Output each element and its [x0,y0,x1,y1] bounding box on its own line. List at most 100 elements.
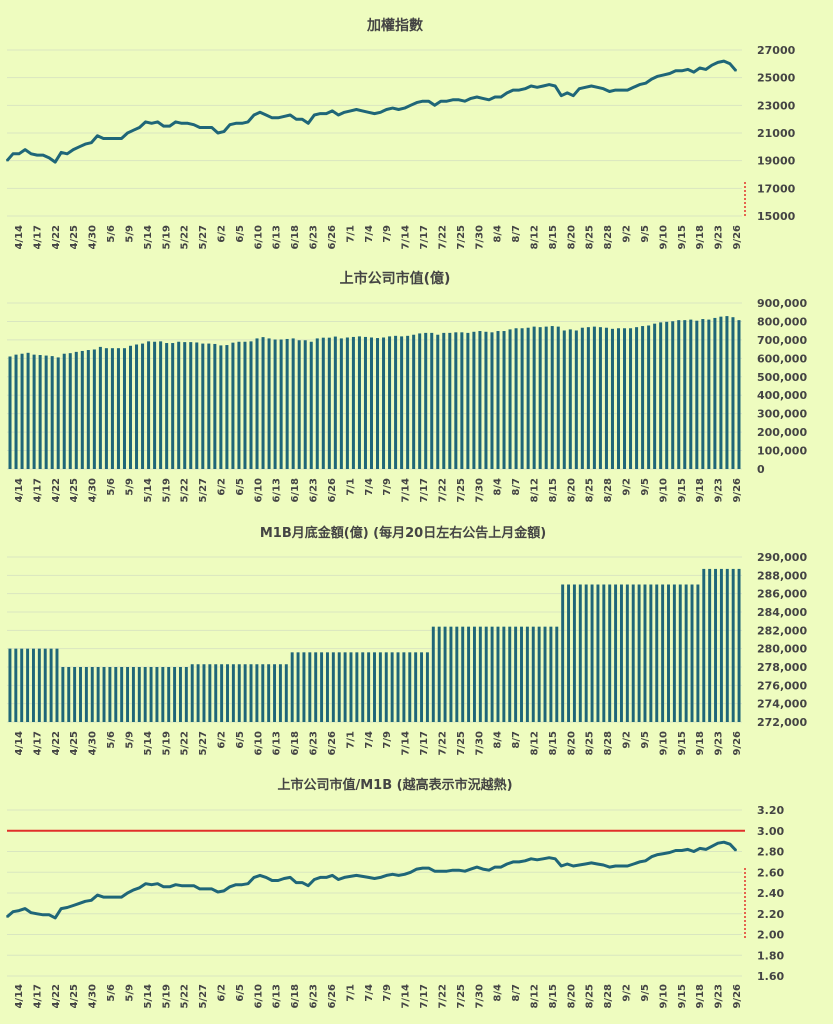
m1b-bar [337,652,341,722]
m1b-bar [8,648,12,722]
cap-bar [719,316,723,469]
index-point [247,121,249,123]
index-point [674,69,677,72]
ratio-point [735,849,737,852]
cap-xtick-label: 8/7 [511,478,522,496]
index-xtick-label: 9/18 [695,225,706,250]
m1b-xtick-label: 4/25 [69,731,80,756]
m1b-xtick-label: 6/26 [327,731,338,756]
ratio-point [192,884,195,887]
index-point [349,110,352,112]
cap-xtick-label: 7/14 [401,478,412,503]
index-point [415,101,418,104]
index-point [144,121,147,123]
index-point [265,114,267,116]
cap-bar [647,325,651,469]
cap-bar [629,328,633,469]
cap-bar [291,338,295,469]
ratio-point [186,884,189,887]
index-point [680,69,683,72]
m1b-bar [20,648,24,722]
cap-bar [321,337,325,469]
ratio-xtick-label: 9/10 [658,984,669,1009]
m1b-xtick-label: 7/4 [364,731,375,749]
ratio-point [680,849,683,852]
index-point [24,148,26,151]
cap-bar [44,355,48,469]
index-point [723,60,725,62]
cap-bar [195,342,199,469]
ratio-point [409,871,412,874]
cap-ytick-label: 0 [757,463,765,476]
cap-bar [189,342,193,469]
m1b-xtick-label: 8/7 [511,731,522,749]
m1b-bar [525,626,529,722]
m1b-bar [443,626,447,722]
ratio-point [596,863,599,865]
m1b-bar [278,664,282,722]
m1b-bar [708,568,712,722]
ratio-point [729,843,731,846]
index-point [656,75,659,78]
m1b-bar [378,652,382,722]
index-ytick-label: 19000 [757,155,796,168]
ratio-point [584,863,587,865]
m1b-xtick-label: 4/30 [88,731,99,756]
ratio-xtick-label: 8/25 [585,984,596,1009]
cap-bar [243,341,247,469]
m1b-xtick-label: 7/1 [345,731,356,749]
cap-bar [412,334,416,469]
index-point [132,129,135,132]
ratio-point [560,865,563,867]
index-point [156,121,159,123]
index-xtick-label: 5/14 [143,225,154,250]
m1b-bar [149,667,153,722]
ratio-point [289,876,291,879]
cap-xtick-label: 9/2 [622,478,633,496]
ratio-xtick-label: 7/22 [437,984,448,1009]
ratio-xtick-label: 7/1 [345,984,356,1002]
chart4-title: 上市公司市值/M1B (越高表示市況越熱) [277,777,512,793]
cap-xtick-label: 7/22 [437,478,448,503]
cap-bar [14,354,18,469]
ratio-xtick-label: 4/14 [14,984,25,1009]
index-xtick-label: 8/7 [511,225,522,243]
ratio-xtick-label: 7/9 [382,984,393,1002]
index-point [108,137,111,140]
m1b-bar [602,584,606,722]
ratio-point [548,856,551,859]
ratio-point [662,852,665,855]
m1b-bar [496,626,500,722]
m1b-bar [590,584,594,722]
index-point [211,126,213,129]
cap-xtick-label: 7/1 [345,478,356,496]
index-point [668,72,671,75]
m1b-xtick-label: 6/10 [253,731,264,756]
ratio-ytick-label: 2.00 [757,929,784,942]
cap-xtick-label: 9/23 [714,478,725,503]
ratio-point [536,859,538,861]
index-point [241,122,243,125]
chart3-title: M1B月底金額(億) (每月20日左右公告上月金額) [260,525,546,541]
cap-bar [116,348,120,469]
m1b-xtick-label: 8/12 [529,731,540,756]
cap-bar [219,345,223,469]
m1b-bar [567,584,571,722]
ratio-point [361,875,364,878]
ratio-point [84,900,87,903]
cap-xtick-label: 5/27 [198,478,209,503]
index-point [632,86,635,89]
m1b-bar [214,664,218,722]
cap-bar [671,321,675,469]
index-xtick-label: 4/14 [14,225,25,250]
cap-bar [556,326,560,469]
ratio-point [439,870,442,873]
cap-bar [610,328,614,469]
ratio-point [271,879,273,882]
ratio-point [464,870,466,873]
index-point [614,89,617,91]
index-xtick-label: 9/15 [677,225,688,250]
index-point [578,87,581,90]
ratio-xtick-label: 5/6 [106,984,117,1002]
ratio-point [415,868,418,870]
